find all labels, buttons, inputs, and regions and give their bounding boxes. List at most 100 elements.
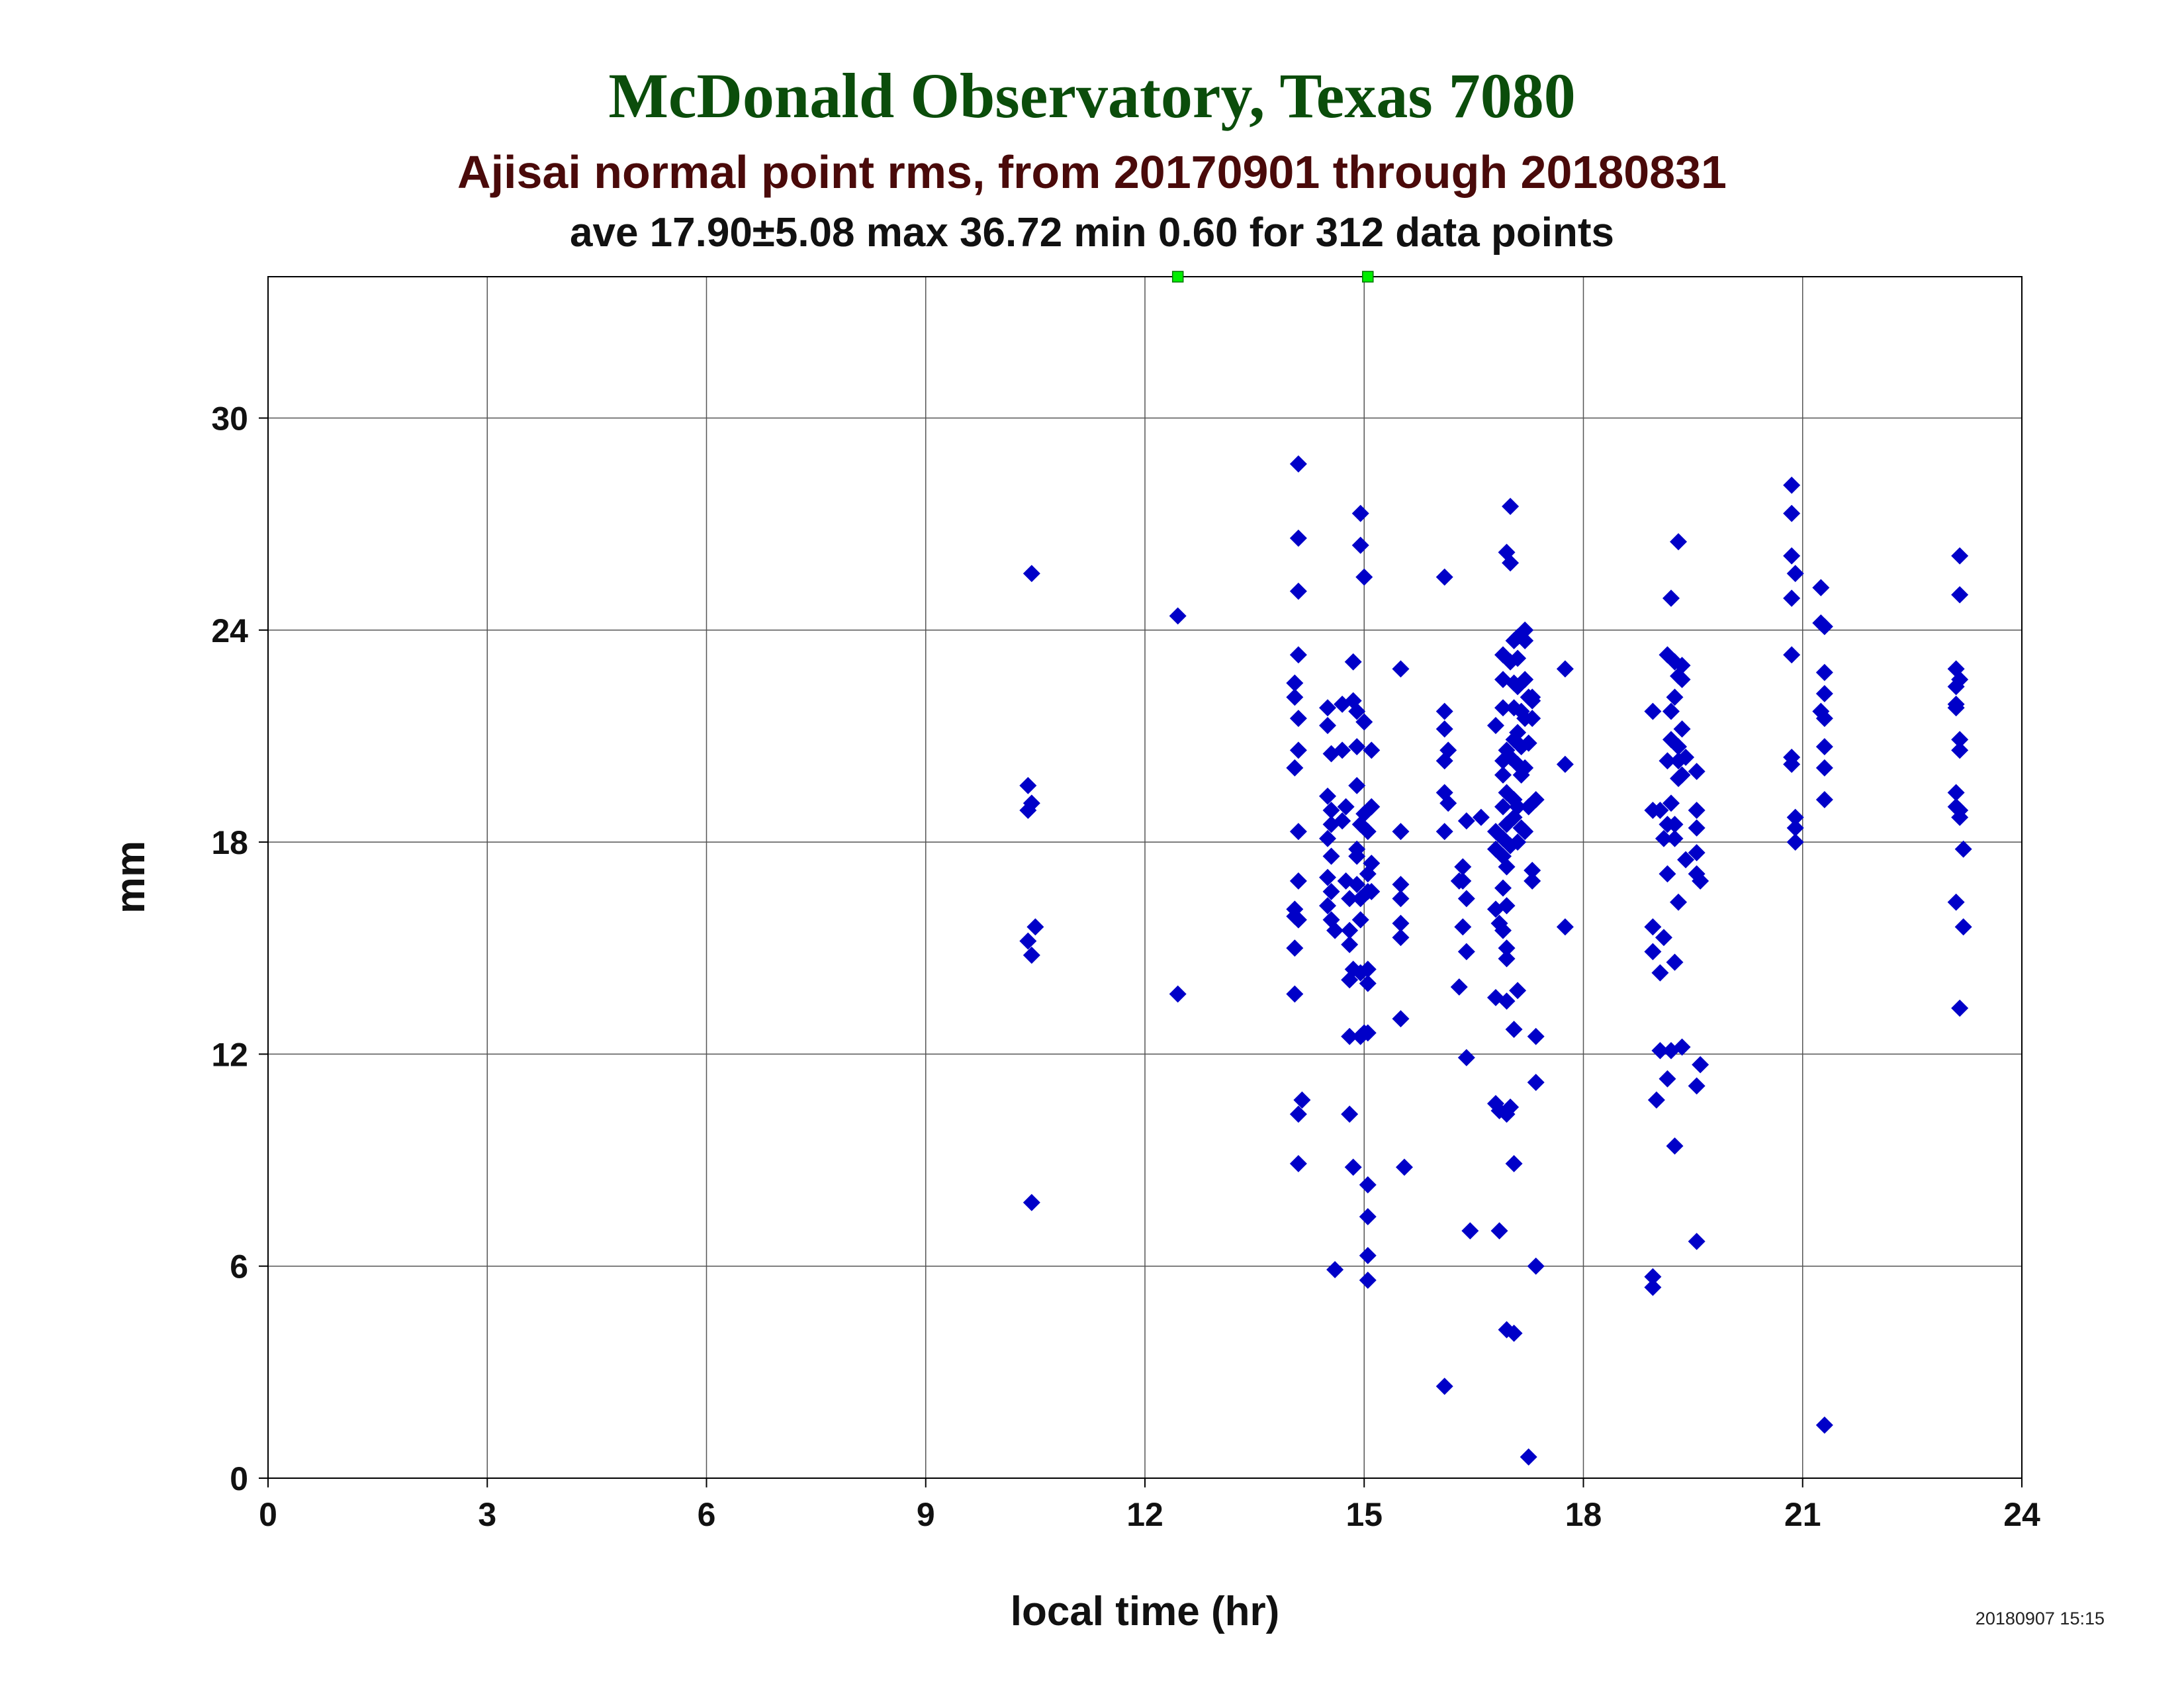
data-point [1450, 978, 1468, 996]
data-point [1395, 1158, 1413, 1176]
data-point [1498, 897, 1516, 915]
data-point [1666, 829, 1684, 847]
offscale-marker [1362, 271, 1374, 283]
data-point [1334, 812, 1351, 830]
data-point [1355, 713, 1373, 731]
data-point [1524, 861, 1541, 879]
data-point [1286, 759, 1304, 777]
data-point [1359, 974, 1377, 992]
data-point [1688, 1077, 1706, 1095]
data-point [1392, 914, 1410, 932]
y-tick-label: 6 [230, 1248, 248, 1286]
data-point [1527, 791, 1545, 809]
data-point [1289, 1154, 1307, 1172]
data-point [1951, 741, 1969, 759]
data-point [1454, 918, 1472, 936]
x-tick-label: 3 [478, 1496, 496, 1533]
data-point [1644, 1278, 1662, 1296]
data-point [1363, 855, 1381, 872]
data-point [1392, 660, 1410, 678]
data-point [1655, 929, 1672, 947]
data-point [1348, 702, 1366, 720]
data-point [1556, 755, 1574, 773]
y-tick-label: 24 [211, 612, 248, 649]
data-point [1023, 565, 1040, 583]
data-point [1319, 787, 1337, 805]
data-point [1783, 504, 1801, 522]
data-point [1351, 911, 1369, 929]
data-point [1351, 504, 1369, 522]
data-point [1662, 589, 1680, 607]
data-point [1435, 702, 1453, 720]
data-point [1023, 1194, 1040, 1211]
x-tick-label: 24 [2003, 1496, 2040, 1533]
data-point [1673, 720, 1691, 738]
data-point [1666, 953, 1684, 971]
data-point [1815, 663, 1833, 681]
data-point [1326, 1261, 1344, 1279]
data-point [1457, 812, 1475, 830]
data-point [1319, 897, 1337, 915]
data-point [1516, 759, 1534, 777]
data-point [1651, 1042, 1669, 1060]
data-point [1527, 1027, 1545, 1045]
data-point [1659, 865, 1676, 883]
data-point [1341, 890, 1359, 908]
data-point [1666, 816, 1684, 833]
data-point [1289, 872, 1307, 890]
data-point [1023, 946, 1040, 964]
y-tick-label: 30 [211, 400, 248, 438]
data-point [1494, 879, 1512, 897]
data-point [1289, 455, 1307, 473]
x-tick-label: 6 [698, 1496, 716, 1533]
data-point [1644, 1268, 1662, 1286]
data-point [1509, 982, 1527, 1000]
data-point [1351, 536, 1369, 554]
data-point [1692, 1056, 1709, 1074]
data-point [1341, 1027, 1359, 1045]
data-point [1490, 1222, 1508, 1240]
data-point [1359, 1272, 1377, 1289]
data-point [1509, 833, 1527, 851]
data-point [1666, 1137, 1684, 1155]
x-tick-label: 12 [1126, 1496, 1163, 1533]
data-point [1954, 918, 1972, 936]
data-point [1954, 840, 1972, 858]
data-point [1348, 876, 1366, 894]
data-point [1677, 749, 1695, 766]
data-point [1509, 798, 1527, 816]
data-point [1670, 737, 1688, 755]
data-point [1363, 798, 1381, 816]
x-tick-label: 9 [917, 1496, 935, 1533]
data-point [1363, 741, 1381, 759]
data-point [1322, 882, 1340, 900]
data-point [1169, 607, 1187, 625]
data-point [1651, 802, 1669, 820]
data-point [1454, 858, 1472, 876]
data-point [1951, 671, 1969, 688]
data-point [1947, 699, 1965, 717]
x-tick-label: 15 [1345, 1496, 1383, 1533]
data-point [1289, 583, 1307, 600]
data-point [1647, 1091, 1665, 1109]
data-point [1524, 872, 1541, 890]
data-point [1644, 918, 1662, 936]
data-point [1355, 568, 1373, 586]
data-point [1435, 720, 1453, 738]
data-point [1337, 798, 1355, 816]
data-points [1019, 455, 1972, 1466]
data-point [1026, 918, 1044, 936]
data-point [1677, 851, 1695, 868]
data-point [1666, 688, 1684, 706]
data-point [1286, 939, 1304, 957]
data-point [1815, 684, 1833, 702]
data-point [1815, 710, 1833, 727]
data-point [1659, 1070, 1676, 1088]
x-tick-label: 0 [259, 1496, 277, 1533]
data-point [1688, 844, 1706, 862]
data-point [1494, 766, 1512, 784]
data-point [1498, 858, 1516, 876]
data-point [1319, 829, 1337, 847]
data-point [1392, 1010, 1410, 1028]
